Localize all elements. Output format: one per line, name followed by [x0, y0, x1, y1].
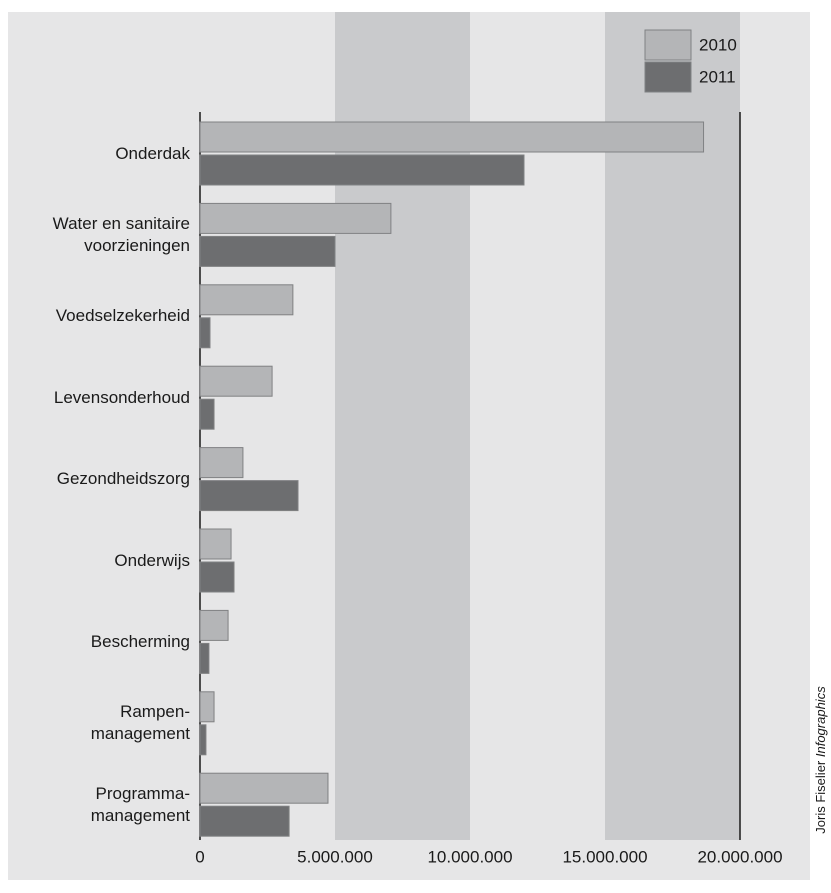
credit-suffix: Infographics [813, 686, 828, 757]
legend-label: 2010 [699, 35, 737, 54]
x-tick-label: 10.000.000 [427, 847, 512, 866]
bar [199, 121, 705, 153]
category-label: Gezondheidszorg [56, 469, 190, 489]
bar [199, 154, 525, 186]
credit-name: Joris Fiselier [813, 760, 828, 834]
bar [199, 691, 215, 723]
bar [199, 398, 215, 430]
category-label: Onderwijs [114, 550, 190, 570]
bar [199, 235, 336, 267]
bar [199, 772, 329, 804]
category-label: Rampen- management [90, 702, 190, 744]
bar [199, 805, 290, 837]
category-label: Levensonderhoud [53, 387, 190, 407]
x-tick-label: 0 [195, 847, 204, 866]
x-tick-label: 20.000.000 [697, 847, 782, 866]
category-label: Water en sanitaire voorzieningen [52, 213, 190, 255]
credit: Joris Fiselier Infographics [813, 686, 828, 834]
bar [199, 642, 210, 674]
bar [199, 609, 229, 641]
x-tick-label: 15.000.000 [562, 847, 647, 866]
category-label: Onderdak [115, 143, 190, 163]
bar [199, 561, 235, 593]
bar [199, 317, 211, 349]
bar [199, 365, 273, 397]
bar [199, 724, 207, 756]
category-label: Programma- management [90, 783, 190, 825]
legend-swatch [644, 61, 692, 93]
x-tick-label: 5.000.000 [297, 847, 373, 866]
category-label: Voedselzekerheid [55, 306, 190, 326]
legend-label: 2011 [699, 67, 736, 86]
bar [199, 528, 232, 560]
bar [199, 284, 294, 316]
bar [199, 480, 299, 512]
bar [199, 447, 244, 479]
bar [199, 202, 392, 234]
category-label: Bescherming [90, 631, 190, 651]
legend-swatch [644, 29, 692, 61]
